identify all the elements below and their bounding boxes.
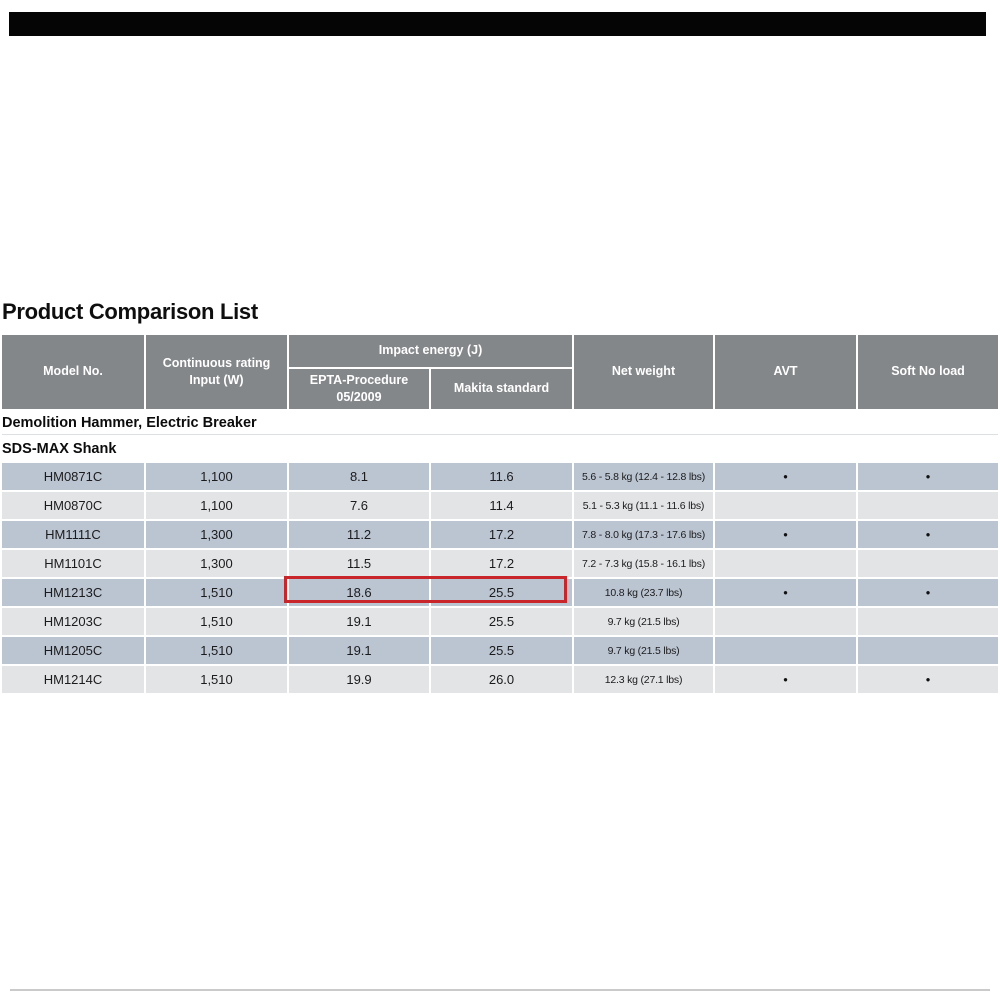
table-row-HM1203C: HM1203C 1,510 19.1 25.5 9.7 kg (21.5 lbs): [2, 608, 999, 635]
soft-no-load-cell: [858, 608, 999, 635]
soft-no-load-cell: ●: [858, 521, 999, 548]
avt-cell: [715, 492, 857, 519]
input-cell: 1,100: [146, 463, 287, 490]
epta-line2: 05/2009: [336, 390, 382, 404]
epta-cell: 7.6: [289, 492, 429, 519]
comparison-table-wrap: Model No. Continuous rating Input (W) Im…: [0, 333, 1000, 695]
input-cell: 1,510: [146, 666, 287, 693]
epta-cell: 19.1: [289, 637, 429, 664]
net-weight-cell: 7.8 - 8.0 kg (17.3 - 17.6 lbs): [574, 521, 714, 548]
avt-cell: ●: [715, 579, 857, 606]
table-row-HM1111C: HM1111C 1,300 11.2 17.2 7.8 - 8.0 kg (17.3 -…: [2, 521, 999, 548]
makita-cell: 11.4: [431, 492, 573, 519]
soft-no-load-cell: [858, 492, 999, 519]
net-weight-cell: 5.6 - 5.8 kg (12.4 - 12.8 lbs): [574, 463, 714, 490]
input-cell: 1,510: [146, 608, 287, 635]
table-row-HM1101C: HM1101C 1,300 11.5 17.2 7.2 - 7.3 kg (15.8 -…: [2, 550, 999, 577]
section-header-category: Demolition Hammer, Electric Breaker: [2, 411, 999, 435]
net-weight-cell: 7.2 - 7.3 kg (15.8 - 16.1 lbs): [574, 550, 714, 577]
net-weight-cell: 9.7 kg (21.5 lbs): [574, 608, 714, 635]
table-row-HM1213C: HM1213C 1,510 18.6 25.5 10.8 kg (23.7 lbs) ● ●: [2, 579, 999, 606]
model-cell: HM1214C: [2, 666, 144, 693]
makita-cell: 25.5: [431, 637, 573, 664]
model-cell: HM1111C: [2, 521, 144, 548]
col-header-impact-energy: Impact energy (J): [289, 335, 573, 367]
section-row-shank: SDS-MAX Shank: [2, 437, 999, 461]
section-header-shank: SDS-MAX Shank: [2, 437, 999, 461]
input-cell: 1,510: [146, 579, 287, 606]
model-cell: HM1101C: [2, 550, 144, 577]
avt-cell: ●: [715, 463, 857, 490]
epta-cell: 11.2: [289, 521, 429, 548]
net-weight-cell: 5.1 - 5.3 kg (11.1 - 11.6 lbs): [574, 492, 714, 519]
avt-cell: [715, 550, 857, 577]
avt-cell: [715, 637, 857, 664]
table-row-HM0870C: HM0870C 1,100 7.6 11.4 5.1 - 5.3 kg (11.1 - …: [2, 492, 999, 519]
bottom-divider-line: [10, 989, 990, 991]
soft-no-load-cell: [858, 550, 999, 577]
input-cell: 1,300: [146, 550, 287, 577]
makita-cell: 17.2: [431, 521, 573, 548]
model-cell: HM1203C: [2, 608, 144, 635]
epta-cell: 19.9: [289, 666, 429, 693]
col-header-makita-standard: Makita standard: [431, 369, 573, 409]
soft-no-load-cell: [858, 637, 999, 664]
makita-cell: 25.5: [431, 608, 573, 635]
makita-cell: 26.0: [431, 666, 573, 693]
comparison-table: Model No. Continuous rating Input (W) Im…: [0, 333, 1000, 695]
table-row-HM1205C: HM1205C 1,510 19.1 25.5 9.7 kg (21.5 lbs): [2, 637, 999, 664]
avt-cell: ●: [715, 666, 857, 693]
avt-cell: ●: [715, 521, 857, 548]
net-weight-cell: 12.3 kg (27.1 lbs): [574, 666, 714, 693]
model-cell: HM1205C: [2, 637, 144, 664]
input-cell: 1,100: [146, 492, 287, 519]
makita-cell: 17.2: [431, 550, 573, 577]
continuous-rating-line1: Continuous rating: [162, 355, 271, 370]
model-cell: HM0871C: [2, 463, 144, 490]
net-weight-cell: 10.8 kg (23.7 lbs): [574, 579, 714, 606]
input-cell: 1,510: [146, 637, 287, 664]
continuous-rating-line2: Input (W): [189, 373, 244, 387]
page-title: Product Comparison List: [2, 299, 258, 324]
col-header-model-no: Model No.: [2, 335, 144, 409]
epta-line1: EPTA-Procedure: [309, 372, 409, 387]
input-cell: 1,300: [146, 521, 287, 548]
net-weight-cell: 9.7 kg (21.5 lbs): [574, 637, 714, 664]
model-cell: HM0870C: [2, 492, 144, 519]
soft-no-load-cell: ●: [858, 666, 999, 693]
table-row-HM1214C: HM1214C 1,510 19.9 26.0 12.3 kg (27.1 lbs) ● ●: [2, 666, 999, 693]
makita-cell: 11.6: [431, 463, 573, 490]
model-cell: HM1213C: [2, 579, 144, 606]
col-header-avt: AVT: [715, 335, 857, 409]
section-row-category: Demolition Hammer, Electric Breaker: [2, 411, 999, 435]
table-row-HM0871C: HM0871C 1,100 8.1 11.6 5.6 - 5.8 kg (12.4 - …: [2, 463, 999, 490]
soft-no-load-cell: ●: [858, 463, 999, 490]
top-banner-bar: [9, 12, 986, 36]
col-header-epta-procedure: EPTA-Procedure 05/2009: [289, 369, 429, 409]
makita-cell: 25.5: [431, 579, 573, 606]
epta-cell: 18.6: [289, 579, 429, 606]
col-header-net-weight: Net weight: [574, 335, 714, 409]
avt-cell: [715, 608, 857, 635]
epta-cell: 8.1: [289, 463, 429, 490]
epta-cell: 19.1: [289, 608, 429, 635]
epta-cell: 11.5: [289, 550, 429, 577]
col-header-continuous-rating: Continuous rating Input (W): [146, 335, 287, 409]
col-header-soft-no-load: Soft No load: [858, 335, 999, 409]
soft-no-load-cell: ●: [858, 579, 999, 606]
